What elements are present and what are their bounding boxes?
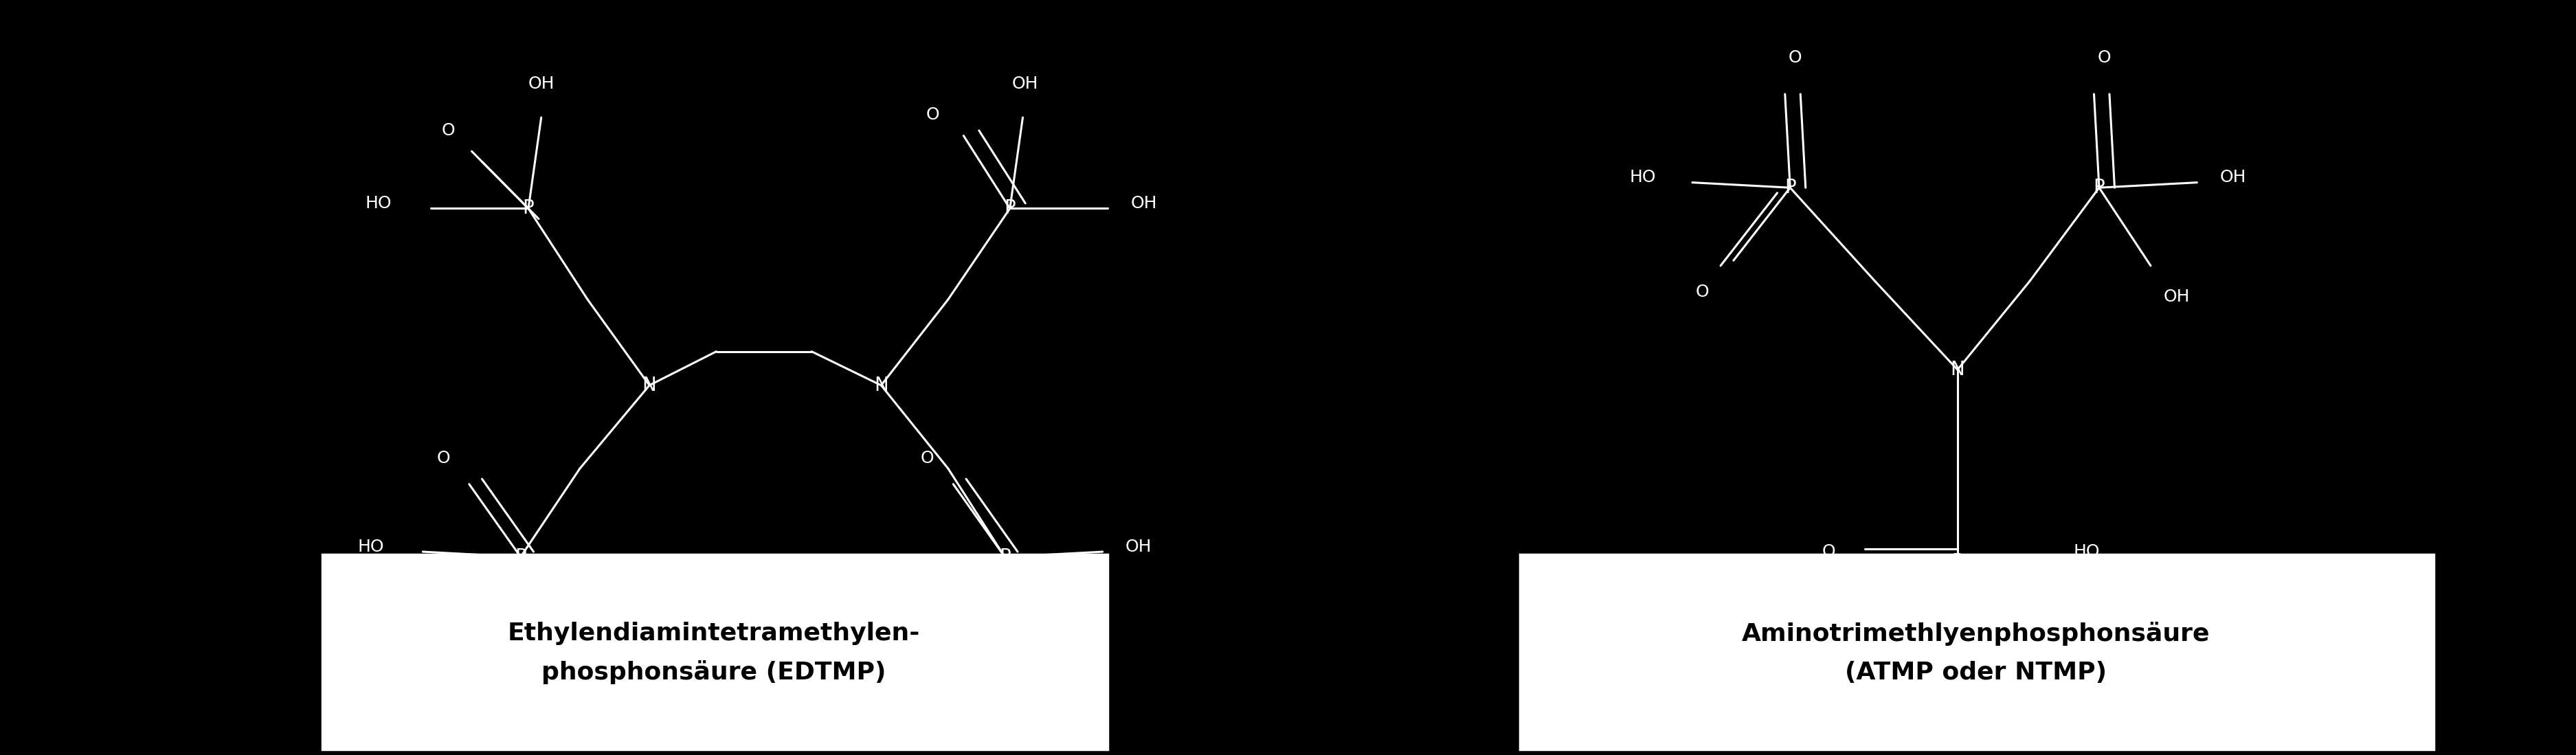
Text: P: P <box>1953 553 1963 572</box>
Text: HO: HO <box>1880 668 1906 685</box>
Text: HO: HO <box>987 673 1012 690</box>
Text: OH: OH <box>1012 76 1038 92</box>
Text: N: N <box>641 376 657 395</box>
Text: HO: HO <box>2074 544 2099 560</box>
Text: OH: OH <box>1126 538 1151 555</box>
Text: Aminotrimethlyenphosphonsäure
(ATMP oder NTMP): Aminotrimethlyenphosphonsäure (ATMP oder… <box>1741 622 2210 684</box>
Text: HO: HO <box>495 673 520 690</box>
Text: HO: HO <box>358 538 384 555</box>
Text: OH: OH <box>528 76 554 92</box>
Text: Ethylendiamintetramethylen-
phosphonsäure (EDTMP): Ethylendiamintetramethylen- phosphonsäur… <box>507 621 920 685</box>
Text: O: O <box>925 106 940 123</box>
Text: P: P <box>1005 199 1015 218</box>
Text: N: N <box>873 376 889 395</box>
Text: OH: OH <box>2164 288 2190 305</box>
Text: O: O <box>443 122 456 139</box>
Text: O: O <box>438 450 451 467</box>
Text: HO: HO <box>366 195 392 211</box>
Text: P: P <box>2094 178 2105 197</box>
Text: N: N <box>1950 360 1965 379</box>
Text: OH: OH <box>1131 195 1157 211</box>
Text: OH: OH <box>2221 169 2246 186</box>
FancyBboxPatch shape <box>1520 554 2434 749</box>
Text: P: P <box>515 547 526 566</box>
Text: P: P <box>1785 178 1795 197</box>
Text: O: O <box>1788 49 1803 66</box>
FancyBboxPatch shape <box>322 554 1108 749</box>
Text: O: O <box>1821 544 1837 560</box>
Text: P: P <box>999 547 1010 566</box>
Text: O: O <box>1695 283 1710 300</box>
Text: HO: HO <box>1631 169 1656 186</box>
Text: O: O <box>920 450 935 467</box>
Text: P: P <box>523 199 533 218</box>
Text: O: O <box>2097 49 2110 66</box>
